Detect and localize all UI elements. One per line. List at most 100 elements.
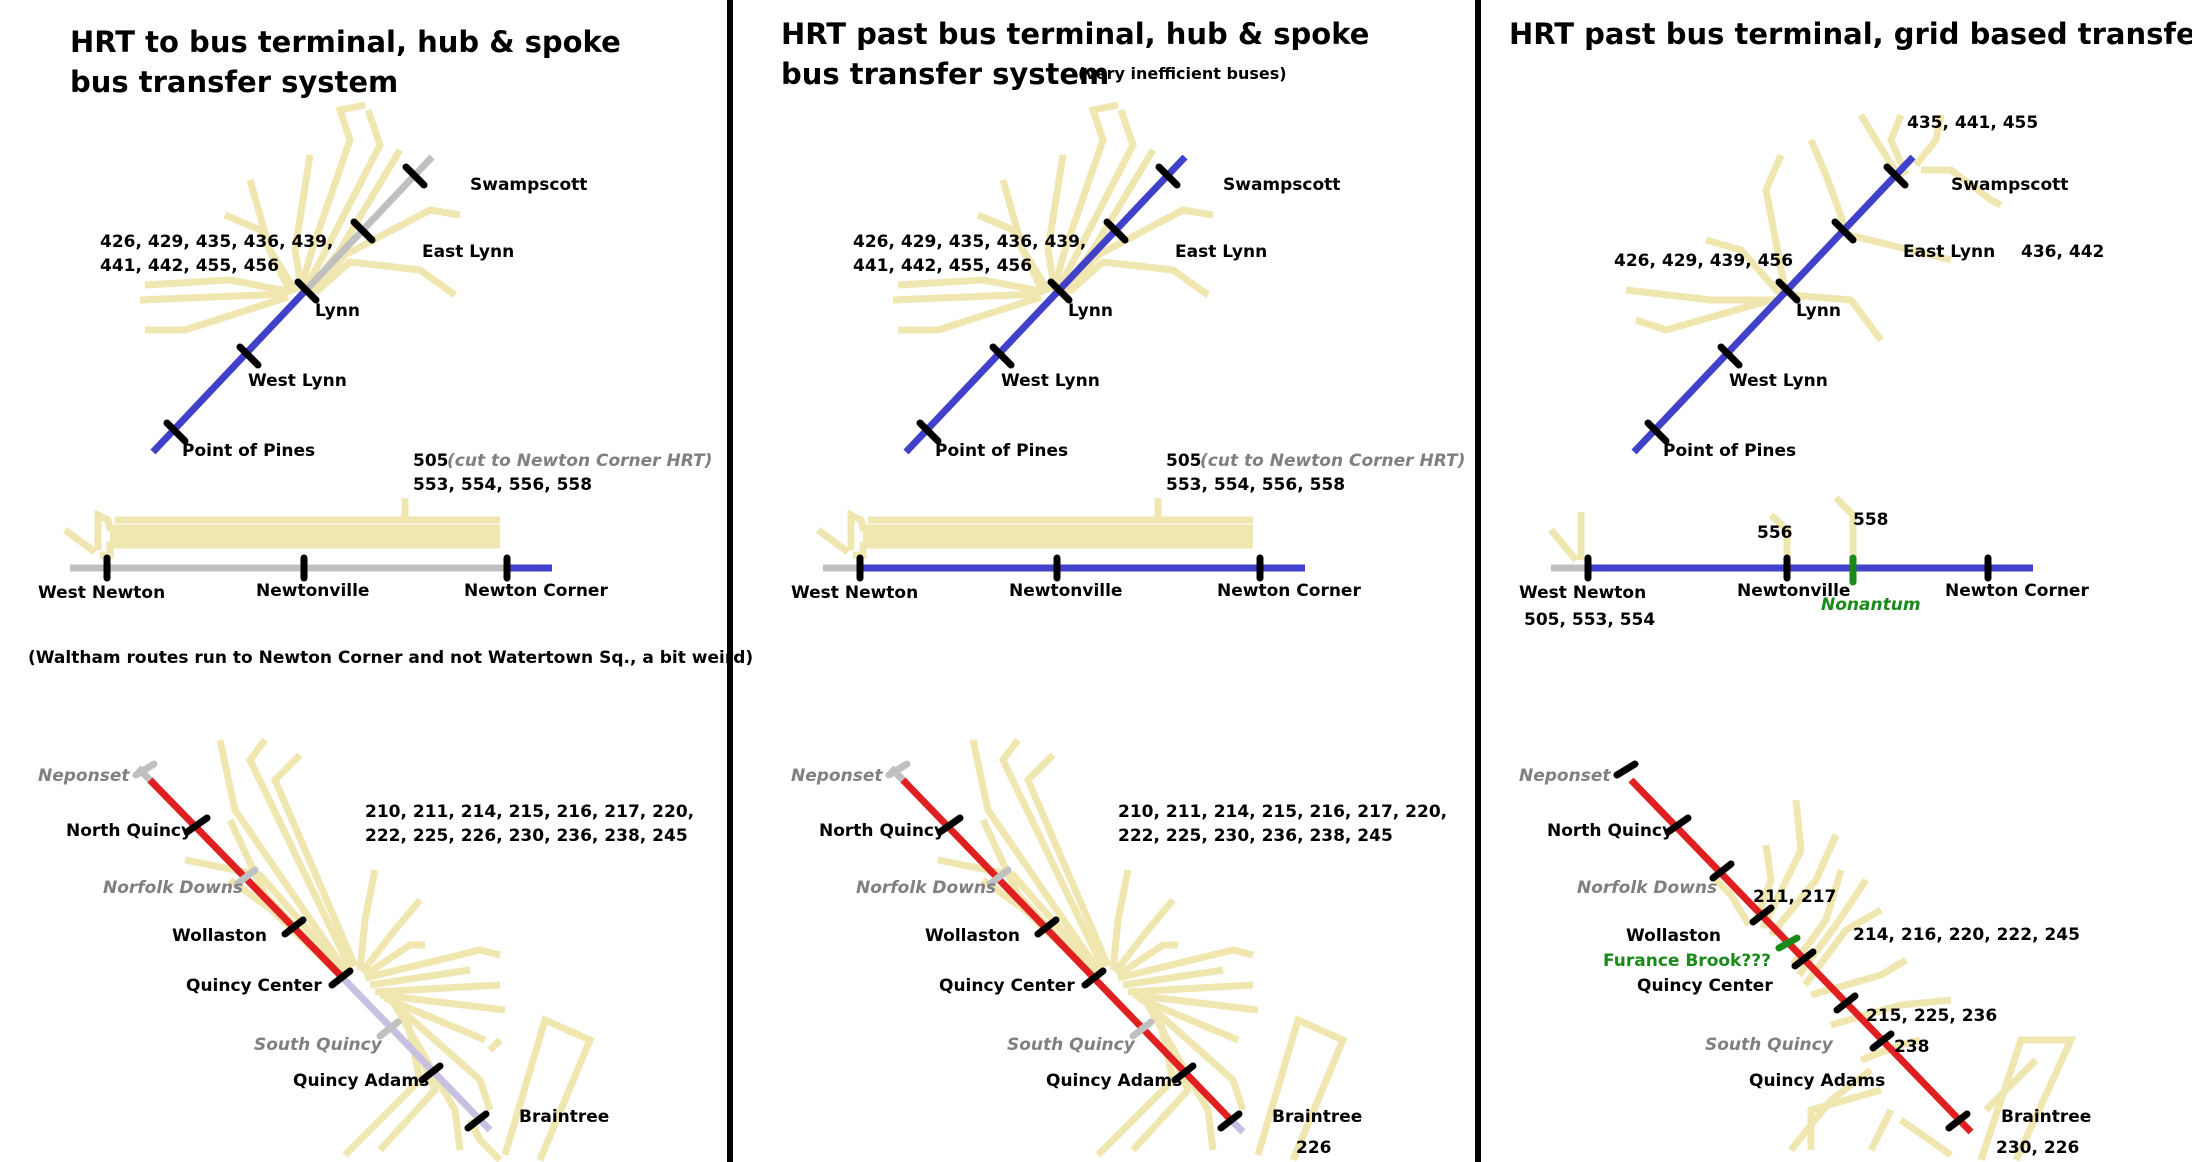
routes-211-label: 211, 217 — [1753, 887, 1836, 907]
station-tick-wollaston — [1749, 904, 1775, 926]
lynn-bus-spokes — [892, 101, 1214, 334]
newton-bus-routes — [815, 498, 1253, 559]
lynn-label: Lynn — [1796, 301, 1841, 321]
point-of-pines-label: Point of Pines — [182, 441, 315, 461]
braintree-label: Braintree — [519, 1107, 609, 1127]
quincy-bus-grid — [1713, 799, 2077, 1162]
west-lynn-label: West Lynn — [1001, 371, 1100, 391]
station-tick-neponset — [885, 760, 911, 779]
lynn-bus-grid — [1625, 113, 2003, 343]
routes-east-label: 436, 442 — [2021, 242, 2104, 262]
blue-line-lynn — [903, 154, 1188, 455]
station-tick-east-lynn — [350, 218, 376, 244]
neponset-label: Neponset — [1519, 766, 1611, 786]
station-tick-north-quincy — [936, 814, 964, 836]
newton-bus-grid — [1548, 495, 1857, 563]
panel-2-subnote: (very inefficient buses) — [1078, 64, 1287, 83]
station-tick-swampscott — [1155, 163, 1181, 189]
removed-line-segment — [303, 154, 435, 293]
routes-215-label: 215, 225, 236 — [1866, 1006, 1997, 1026]
quincy-center-label: Quincy Center — [1637, 976, 1773, 996]
station-tick-swampscott — [402, 163, 428, 189]
cut-note-label: (cut to Newton Corner HRT) — [1200, 451, 1465, 471]
braintree-label: Braintree — [1272, 1107, 1362, 1127]
station-tick-quincy-adams — [1171, 1062, 1197, 1084]
lynn-routes-label-2: 441, 442, 455, 456 — [100, 256, 279, 276]
station-tick-point-of-pines — [1644, 419, 1670, 445]
route-505-label: 505 — [1166, 451, 1202, 471]
station-tick-west-lynn — [1717, 343, 1743, 369]
quincy-routes-label-2: 222, 225, 226, 230, 236, 238, 245 — [365, 826, 688, 846]
braintree-label: Braintree — [2001, 1107, 2091, 1127]
quincy-routes-label-1: 210, 211, 214, 215, 216, 217, 220, — [365, 802, 694, 822]
newtonville-label: Newtonville — [1009, 581, 1122, 601]
north-quincy-label: North Quincy — [66, 821, 192, 841]
station-tick-wollaston — [281, 916, 307, 938]
station-tick-north-quincy — [1664, 814, 1692, 836]
north-quincy-label: North Quincy — [1547, 821, 1673, 841]
newtonville-label: Newtonville — [256, 581, 369, 601]
lynn-routes-label-1: 426, 429, 435, 436, 439, — [853, 232, 1086, 252]
newtonville-label: Newtonville — [1737, 581, 1850, 601]
swampscott-label: Swampscott — [1951, 175, 2068, 195]
routes-55x-label: 553, 554, 556, 558 — [413, 475, 592, 495]
panel-2: HRT past bus terminal, hub & spoke bus t… — [781, 17, 1465, 1162]
west-lynn-label: West Lynn — [1729, 371, 1828, 391]
quincy-adams-label: Quincy Adams — [1749, 1071, 1885, 1091]
wollaston-label: Wollaston — [1626, 926, 1721, 946]
station-tick-neponset — [132, 760, 158, 779]
panel-1: HRT to bus terminal, hub & spoke bus tra… — [28, 25, 753, 1162]
newton-corner-label: Newton Corner — [1945, 581, 2089, 601]
routes-55x-label: 553, 554, 556, 558 — [1166, 475, 1345, 495]
newton-corner-label: Newton Corner — [1217, 581, 1361, 601]
route-558-label: 558 — [1853, 510, 1889, 530]
route-556-label: 556 — [1757, 523, 1793, 543]
station-tick-furnace-brook — [1775, 934, 1801, 952]
station-tick-east-lynn — [1103, 218, 1129, 244]
west-newton-routes-label: 505, 553, 554 — [1524, 610, 1655, 630]
point-of-pines-label: Point of Pines — [1663, 441, 1796, 461]
norfolk-downs-label: Norfolk Downs — [856, 878, 996, 898]
nonantum-label: Nonantum — [1821, 595, 1921, 615]
station-tick-braintree — [1945, 1110, 1971, 1132]
norfolk-downs-label: Norfolk Downs — [103, 878, 243, 898]
panel-3: HRT past bus terminal, grid based transf… — [1509, 17, 2192, 1162]
station-tick-norfolk-downs — [986, 866, 1012, 888]
swampscott-label: Swampscott — [470, 175, 587, 195]
east-lynn-label: East Lynn — [422, 242, 514, 262]
station-tick-lynn — [1775, 278, 1801, 304]
lynn-routes-label-2: 441, 442, 455, 456 — [853, 256, 1032, 276]
lynn-label: Lynn — [1068, 301, 1113, 321]
blue-line-lynn — [150, 287, 309, 455]
panel-2-title-line-1: HRT past bus terminal, hub & spoke — [781, 17, 1369, 51]
west-lynn-label: West Lynn — [248, 371, 347, 391]
south-quincy-label: South Quincy — [1007, 1035, 1136, 1055]
station-tick-neponset — [1613, 760, 1639, 779]
station-tick-norfolk-downs — [233, 866, 259, 888]
station-tick-swampscott — [1883, 163, 1909, 189]
wollaston-label: Wollaston — [172, 926, 267, 946]
quincy-adams-label: Quincy Adams — [1046, 1071, 1182, 1091]
panel-2-title-line-2: bus transfer system — [781, 57, 1109, 91]
east-lynn-label: East Lynn — [1903, 242, 1995, 262]
station-tick-quincy-center — [1791, 948, 1817, 970]
station-tick-point-of-pines — [916, 419, 942, 445]
station-tick-west-lynn — [236, 343, 262, 369]
braintree-route-label: 226 — [1296, 1138, 1332, 1158]
quincy-center-label: Quincy Center — [186, 976, 322, 996]
west-newton-label: West Newton — [38, 583, 165, 603]
station-tick-east-lynn — [1831, 218, 1857, 244]
station-tick-west-lynn — [989, 343, 1015, 369]
station-tick-norfolk-downs — [1709, 860, 1735, 882]
blue-line-lynn — [1631, 154, 1916, 455]
quincy-routes-label-1: 210, 211, 214, 215, 216, 217, 220, — [1118, 802, 1447, 822]
south-quincy-label: South Quincy — [1705, 1035, 1834, 1055]
quincy-bus-routes — [937, 737, 1348, 1162]
station-tick-quincy-center — [328, 967, 354, 989]
wollaston-label: Wollaston — [925, 926, 1020, 946]
north-quincy-label: North Quincy — [819, 821, 945, 841]
newton-bus-routes — [62, 498, 500, 559]
station-tick-braintree — [1217, 1110, 1243, 1132]
route-505-label: 505 — [413, 451, 449, 471]
